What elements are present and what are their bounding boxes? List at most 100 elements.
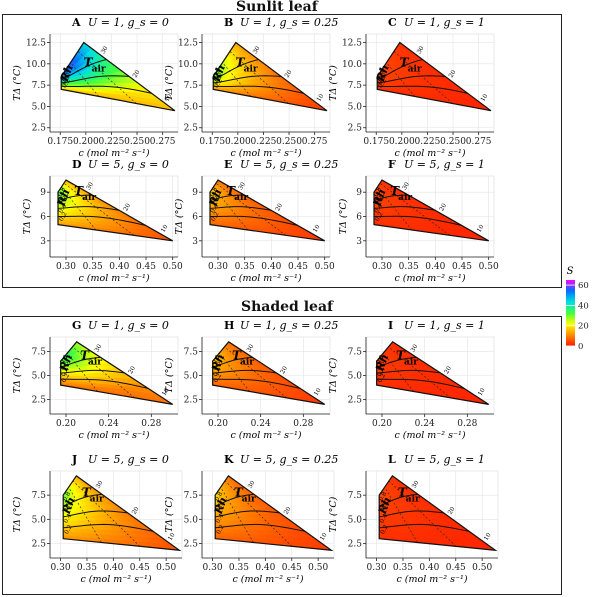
tair-tick-label: 20 (132, 69, 142, 79)
legend-tick-label: 0 (578, 342, 583, 352)
x-tick-label: 0.45 (288, 262, 308, 272)
panel-letter: K (224, 453, 234, 466)
legend-tick-label: 20 (578, 322, 589, 332)
y-tick-label: 5.0 (348, 102, 363, 112)
rh-tick-label: 0.2 (58, 211, 69, 223)
y-tick-label: 10.0 (178, 60, 198, 70)
y-tick-label: 2.5 (32, 540, 47, 550)
surface-outline (60, 41, 176, 112)
rh-tick-label: 0.8 (60, 67, 71, 79)
x-tick-label: 0.250 (440, 137, 466, 147)
tair-tick-label: 20 (448, 69, 458, 79)
tair-tick-label: 20 (284, 69, 294, 79)
y-tick-label: 7.5 (184, 347, 199, 357)
sunlit-section-title: Sunlit leaf (236, 0, 318, 15)
x-tick-label: 0.50 (163, 262, 183, 272)
x-tick-label: 0.30 (51, 563, 71, 573)
x-tick-label: 0.250 (276, 137, 302, 147)
rh-tick-label: 0.6 (57, 194, 68, 206)
x-tick-label: 0.50 (315, 262, 335, 272)
x-tick-label: 0.24 (415, 419, 435, 429)
panel-title: U = 1, g_s = 1 (404, 319, 485, 332)
y-tick-label: 7.5 (32, 347, 47, 357)
x-axis-label: c (mol m⁻² s⁻¹) (78, 148, 149, 159)
surface-outline (57, 179, 173, 242)
tair-tick-label: 30 (252, 45, 262, 55)
rh-label: Rh (374, 63, 392, 84)
rh-tick-label: 0.4 (377, 74, 388, 86)
sunlit-section-box (2, 14, 562, 288)
y-tick-label: 12.5 (26, 39, 46, 49)
y-tick-label: 2.5 (184, 124, 199, 134)
surface-outline (376, 41, 492, 112)
tair-contour (61, 187, 97, 231)
tair-tick-label: 10 (479, 93, 489, 103)
x-tick-label: 0.20 (372, 419, 392, 429)
x-tick-label: 0.45 (282, 563, 302, 573)
x-tick-label: 0.50 (472, 563, 492, 573)
tair-tick-label: 10 (163, 93, 173, 103)
rh-contour (213, 75, 282, 84)
tair-contour (77, 51, 137, 104)
panel-letter: D (72, 158, 82, 171)
x-tick-label: 0.28 (457, 419, 477, 429)
panel-letter: H (224, 319, 234, 332)
x-tick-label: 0.200 (73, 137, 99, 147)
x-tick-label: 0.28 (141, 419, 161, 429)
y-tick-label: 7.5 (184, 491, 199, 501)
x-tick-label: 0.275 (466, 137, 492, 147)
x-tick-label: 0.250 (124, 137, 150, 147)
rh-contour (57, 215, 146, 226)
y-axis-label: TΔ (°C) (328, 357, 339, 393)
x-tick-label: 0.45 (446, 563, 466, 573)
panel-letter: A (71, 16, 81, 29)
x-tick-label: 0.45 (130, 563, 150, 573)
y-axis-label: TΔ (°C) (164, 357, 175, 393)
panel-letter: B (224, 16, 233, 29)
tair-subscript: air (242, 495, 256, 505)
tair-tick-label: 30 (416, 45, 426, 55)
x-tick-label: 0.30 (372, 262, 392, 272)
x-tick-label: 0.225 (251, 137, 277, 147)
rh-tick-label: 0.6 (376, 71, 387, 83)
rh-contour (61, 75, 130, 84)
rh-label: Rh (58, 63, 76, 84)
x-tick-label: 0.35 (77, 563, 97, 573)
y-axis-label: TΔ (°C) (164, 65, 175, 101)
panel-letter: I (388, 319, 393, 332)
x-tick-label: 0.40 (109, 262, 129, 272)
rh-tick-label: 0.6 (60, 71, 71, 83)
y-tick-label: 2.5 (32, 396, 47, 406)
y-tick-label: 2.5 (184, 540, 199, 550)
y-axis-label: TΔ (°C) (12, 496, 23, 532)
y-tick-label: 5.0 (348, 515, 363, 525)
y-tick-label: 5.0 (184, 515, 199, 525)
y-tick-label: 9 (356, 188, 362, 198)
y-tick-label: 5.0 (32, 515, 47, 525)
tair-label: T (74, 184, 84, 198)
rh-label: Rh (54, 187, 72, 208)
tair-subscript: air (244, 65, 258, 75)
x-axis-label: c (mol m⁻² s⁻¹) (78, 273, 149, 284)
rh-contour (213, 85, 304, 94)
tair-tick-label: 30 (85, 181, 95, 191)
x-tick-label: 0.50 (479, 262, 499, 272)
tair-tick-label: 10 (160, 223, 170, 233)
y-tick-label: 9 (192, 188, 198, 198)
x-axis-label: c (mol m⁻² s⁻¹) (396, 574, 467, 585)
x-tick-label: 0.24 (251, 419, 271, 429)
rh-tick-label: 0.8 (56, 186, 67, 198)
tair-subscript: air (88, 358, 102, 368)
legend-colorbar (566, 280, 575, 346)
x-tick-label: 0.175 (363, 137, 389, 147)
tair-contour (393, 51, 453, 104)
legend-tick-label: 60 (578, 281, 589, 291)
x-tick-label: 0.20 (208, 419, 228, 429)
tair-subscript: air (82, 193, 96, 203)
rh-contour (57, 206, 120, 211)
